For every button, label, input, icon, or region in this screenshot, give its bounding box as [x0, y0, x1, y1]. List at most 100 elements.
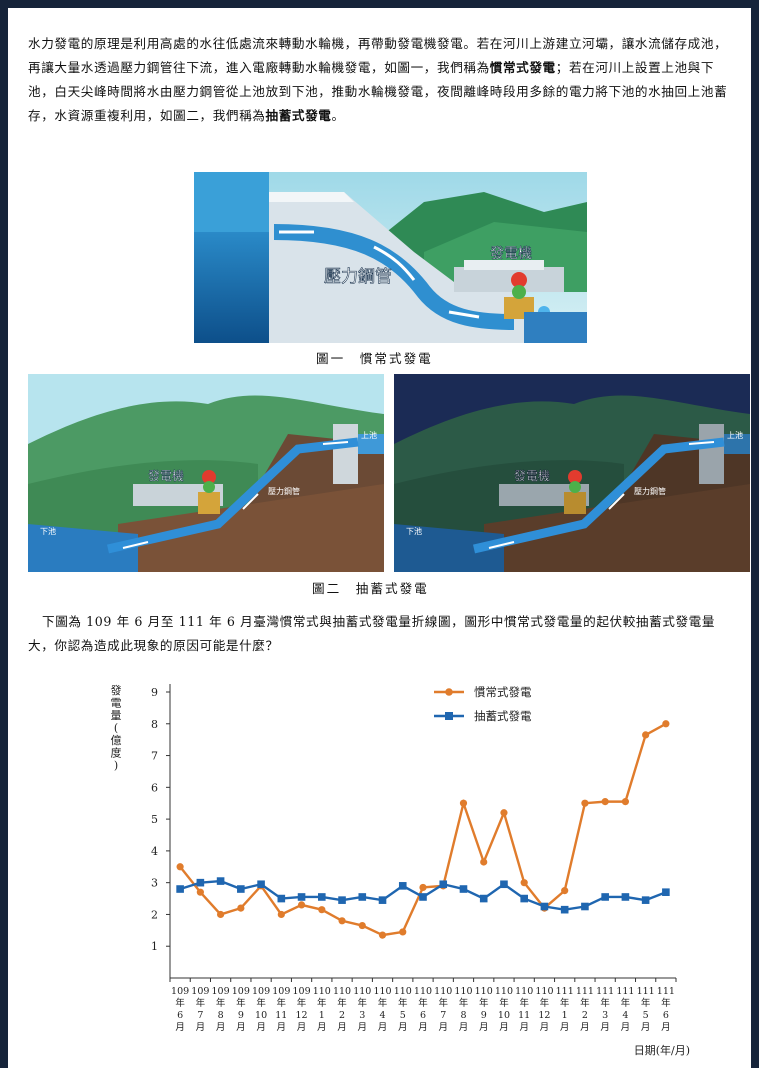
x-tick-label: 4: [379, 1010, 385, 1021]
data-point: [480, 858, 488, 866]
x-tick-label: 年: [459, 997, 469, 1009]
data-point: [520, 894, 528, 903]
data-point: [581, 799, 589, 807]
y-tick-label: 6: [151, 781, 158, 794]
x-tick-label: 109: [252, 986, 270, 997]
x-tick-label: 年: [641, 997, 651, 1009]
x-tick-label: 年: [196, 997, 206, 1009]
worksheet-page: 水力發電的原理是利用高處的水往低處流來轉動水輪機，再帶動發電機發電。若在河川上游…: [8, 8, 751, 1068]
data-point: [419, 893, 427, 901]
x-tick-label: 2: [339, 1010, 345, 1021]
term-conventional: 慣常式發電: [489, 60, 556, 75]
x-tick-label: 110: [515, 986, 533, 997]
x-tick-label: 10: [255, 1010, 267, 1021]
y-tick-label: 1: [151, 940, 158, 953]
data-point: [217, 910, 225, 919]
x-tick-label: 月: [297, 1022, 307, 1033]
figure1-caption: 圖一 慣常式發電: [316, 351, 433, 366]
x-tick-label: 月: [358, 1022, 368, 1033]
data-point: [318, 893, 326, 901]
x-tick-label: 110: [313, 986, 331, 997]
x-tick-label: 109: [191, 986, 209, 997]
figure2-caption: 圖二 抽蓄式發電: [312, 581, 429, 596]
x-tick-label: 月: [540, 1022, 550, 1033]
x-tick-label: 月: [216, 1022, 226, 1033]
data-point: [196, 878, 205, 887]
x-tick-label: 111: [616, 986, 634, 997]
x-tick-label: 年: [438, 997, 448, 1009]
data-point: [621, 893, 630, 901]
figure2-day-illustration: 發電機 壓力鋼管 上池 下池: [28, 374, 384, 572]
x-tick-label: 12: [538, 1010, 550, 1021]
figure1-illustration: 壓力鋼管 發電機: [194, 172, 587, 343]
data-point: [581, 902, 589, 911]
x-tick-label: 年: [600, 997, 610, 1009]
data-point: [398, 882, 407, 890]
legend-marker: [445, 712, 453, 720]
x-axis-label: 日期(年/月): [634, 1043, 690, 1057]
x-tick-label: 月: [519, 1022, 529, 1033]
x-tick-label: 月: [499, 1022, 509, 1033]
data-point: [318, 906, 326, 914]
night-label-upper: 上池: [727, 430, 743, 440]
x-tick-label: 月: [236, 1022, 246, 1033]
x-tick-label: 111: [637, 986, 655, 997]
x-tick-label: 5: [643, 1010, 649, 1021]
data-point: [196, 888, 204, 896]
night-label-pipe: 壓力鋼管: [634, 486, 666, 496]
y-tick-label: 2: [151, 908, 158, 921]
x-tick-label: 11: [518, 1010, 530, 1021]
x-tick-label: 月: [580, 1022, 590, 1033]
x-tick-label: 109: [212, 986, 230, 997]
x-tick-label: 月: [438, 1022, 448, 1033]
x-tick-label: 年: [216, 997, 226, 1009]
x-tick-label: 年: [175, 997, 185, 1009]
day-label-upper: 上池: [361, 430, 377, 440]
data-point: [277, 894, 286, 903]
x-tick-label: 110: [475, 986, 493, 997]
intro-text-3: 。: [331, 108, 345, 123]
x-tick-label: 年: [277, 997, 287, 1009]
night-label-lower: 下池: [406, 526, 422, 536]
x-tick-label: 月: [175, 1022, 185, 1033]
data-point: [560, 905, 569, 914]
x-tick-label: 110: [535, 986, 553, 997]
data-point: [520, 879, 528, 887]
data-point: [419, 883, 427, 892]
x-tick-label: 7: [440, 1010, 446, 1021]
x-tick-label: 年: [560, 997, 570, 1009]
x-tick-label: 月: [196, 1022, 206, 1033]
x-tick-label: 月: [317, 1022, 327, 1033]
x-tick-label: 3: [359, 1010, 365, 1021]
data-point: [277, 910, 285, 919]
x-tick-label: 年: [256, 997, 266, 1009]
x-tick-label: 年: [621, 997, 631, 1009]
day-label-generator: 發電機: [148, 468, 184, 483]
legend-label: 抽蓄式發電: [474, 709, 532, 723]
x-tick-label: 月: [560, 1022, 570, 1033]
data-point: [257, 880, 265, 889]
day-label-lower: 下池: [40, 526, 56, 536]
label-pipe: 壓力鋼管: [324, 267, 392, 287]
y-tick-label: 7: [151, 750, 158, 763]
data-point: [500, 809, 508, 817]
data-point: [662, 720, 670, 728]
x-tick-label: 7: [197, 1010, 203, 1021]
y-axis-label-char: 發: [111, 683, 122, 697]
x-tick-label: 11: [275, 1010, 287, 1021]
chart-svg: 123456789發電量(億度)109年6月109年7月109年8月109年9月…: [111, 683, 691, 1057]
y-tick-label: 4: [151, 845, 158, 858]
y-axis-label-char: 億: [111, 734, 122, 747]
y-tick-label: 8: [151, 718, 158, 731]
data-point: [338, 896, 346, 904]
data-point: [439, 880, 448, 889]
data-point: [176, 863, 184, 871]
x-tick-label: 109: [272, 986, 290, 997]
term-pumped: 抽蓄式發電: [265, 108, 332, 123]
x-tick-label: 年: [580, 997, 590, 1009]
data-point: [176, 885, 184, 893]
x-tick-label: 110: [414, 986, 432, 997]
x-tick-label: 111: [657, 986, 675, 997]
legend-marker: [445, 688, 453, 696]
intro-text-2: ；若在河川上設置上池與下池，白天尖峰時間將水由壓力鋼管從上池放到下池，推動水輪機…: [28, 60, 728, 123]
